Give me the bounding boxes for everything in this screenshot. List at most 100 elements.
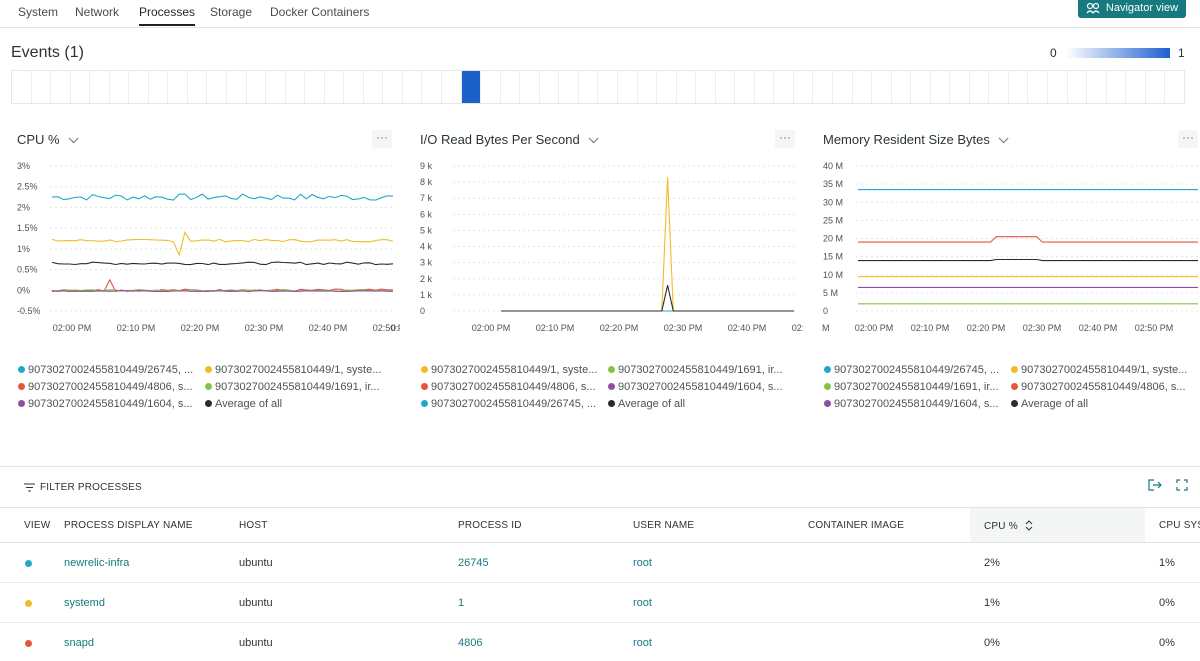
legend-item[interactable]: 9073027002455810449/26745, ...: [18, 364, 193, 376]
event-cell[interactable]: [970, 71, 990, 103]
event-cell[interactable]: [579, 71, 599, 103]
legend-item[interactable]: Average of all: [205, 398, 282, 410]
view-color-dot[interactable]: [25, 600, 32, 607]
legend-item[interactable]: 9073027002455810449/1691, ir...: [824, 381, 999, 393]
event-cell[interactable]: [149, 71, 169, 103]
legend-item[interactable]: 9073027002455810449/1604, s...: [18, 398, 193, 410]
tab-storage[interactable]: Storage: [210, 5, 253, 19]
legend-item[interactable]: 9073027002455810449/4806, s...: [1011, 381, 1186, 393]
event-cell[interactable]: [1048, 71, 1068, 103]
event-cell[interactable]: [520, 71, 540, 103]
event-cell[interactable]: [383, 71, 403, 103]
col-user-name[interactable]: USER NAME: [633, 520, 695, 531]
view-color-dot[interactable]: [25, 640, 32, 647]
event-cell[interactable]: [853, 71, 873, 103]
event-cell[interactable]: [794, 71, 814, 103]
event-cell[interactable]: [598, 71, 618, 103]
event-cell[interactable]: [188, 71, 208, 103]
event-cell[interactable]: [559, 71, 579, 103]
cpu-chart-title-dropdown[interactable]: CPU %: [17, 132, 79, 147]
event-cell[interactable]: [989, 71, 1009, 103]
event-cell[interactable]: [207, 71, 228, 103]
event-cell[interactable]: [227, 71, 247, 103]
event-cell[interactable]: [774, 71, 794, 103]
legend-item[interactable]: 9073027002455810449/1, syste...: [205, 364, 381, 376]
event-cell[interactable]: [325, 71, 345, 103]
process-id-link[interactable]: 26745: [458, 557, 489, 569]
event-cell[interactable]: [540, 71, 560, 103]
memory-chart-more-button[interactable]: ···: [1178, 130, 1198, 148]
event-cell[interactable]: [1068, 71, 1088, 103]
legend-item[interactable]: 9073027002455810449/1604, s...: [608, 381, 783, 393]
event-cell[interactable]: [501, 71, 521, 103]
event-cell[interactable]: [931, 71, 951, 103]
memory-chart-title-dropdown[interactable]: Memory Resident Size Bytes: [823, 132, 1009, 147]
col-process-id[interactable]: PROCESS ID: [458, 520, 522, 531]
process-name-link[interactable]: newrelic-infra: [64, 557, 130, 569]
process-id-link[interactable]: 4806: [458, 637, 483, 649]
col-cpu-sys[interactable]: CPU SYS: [1159, 520, 1200, 531]
event-cell[interactable]: [618, 71, 638, 103]
event-cell[interactable]: [168, 71, 188, 103]
table-row[interactable]: systemd ubuntu 1 root 1% 0%: [0, 583, 1200, 623]
event-cell-active[interactable]: [461, 71, 482, 103]
legend-item[interactable]: 9073027002455810449/26745, ...: [421, 398, 596, 410]
event-cell[interactable]: [344, 71, 364, 103]
legend-item[interactable]: 9073027002455810449/1691, ir...: [205, 381, 380, 393]
event-cell[interactable]: [442, 71, 462, 103]
event-cell[interactable]: [1009, 71, 1029, 103]
table-row[interactable]: newrelic-infra ubuntu 26745 root 2% 1%: [0, 543, 1200, 583]
event-cell[interactable]: [872, 71, 892, 103]
col-cpu-percent[interactable]: CPU %: [970, 508, 1145, 542]
event-cell[interactable]: [422, 71, 443, 103]
event-cell[interactable]: [110, 71, 130, 103]
tab-system[interactable]: System: [18, 5, 59, 19]
event-cell[interactable]: [12, 71, 32, 103]
event-cell[interactable]: [813, 71, 833, 103]
navigator-view-button[interactable]: Navigator view: [1078, 0, 1186, 18]
view-color-dot[interactable]: [25, 560, 32, 567]
tab-docker-containers[interactable]: Docker Containers: [270, 5, 370, 19]
col-host[interactable]: HOST: [239, 520, 268, 531]
event-cell[interactable]: [286, 71, 306, 103]
event-cell[interactable]: [735, 71, 755, 103]
event-cell[interactable]: [638, 71, 658, 103]
event-cell[interactable]: [755, 71, 775, 103]
event-cell[interactable]: [32, 71, 52, 103]
event-cell[interactable]: [833, 71, 853, 103]
event-cell[interactable]: [305, 71, 325, 103]
event-cell[interactable]: [1107, 71, 1127, 103]
event-cell[interactable]: [950, 71, 970, 103]
process-name-link[interactable]: systemd: [64, 597, 105, 609]
event-cell[interactable]: [481, 71, 501, 103]
legend-item[interactable]: Average of all: [608, 398, 685, 410]
event-cell[interactable]: [51, 71, 71, 103]
event-cell[interactable]: [71, 71, 91, 103]
col-process-name[interactable]: PROCESS DISPLAY NAME: [64, 520, 193, 531]
col-view[interactable]: VIEW: [24, 520, 51, 531]
legend-item[interactable]: 9073027002455810449/4806, s...: [421, 381, 596, 393]
tab-processes[interactable]: Processes: [139, 5, 196, 26]
event-cell[interactable]: [677, 71, 697, 103]
table-row[interactable]: snapd ubuntu 4806 root 0% 0%: [0, 623, 1200, 661]
event-cell[interactable]: [1146, 71, 1166, 103]
event-cell[interactable]: [129, 71, 149, 103]
io-chart-title-dropdown[interactable]: I/O Read Bytes Per Second: [420, 132, 599, 147]
event-cell[interactable]: [1126, 71, 1146, 103]
event-cell[interactable]: [90, 71, 110, 103]
event-cell[interactable]: [911, 71, 931, 103]
event-cell[interactable]: [266, 71, 286, 103]
events-heatmap[interactable]: [11, 70, 1185, 104]
event-cell[interactable]: [892, 71, 912, 103]
legend-item[interactable]: Average of all: [1011, 398, 1088, 410]
user-name-link[interactable]: root: [633, 557, 652, 569]
event-cell[interactable]: [716, 71, 736, 103]
event-cell[interactable]: [403, 71, 423, 103]
event-cell[interactable]: [1087, 71, 1107, 103]
fullscreen-icon[interactable]: [1176, 479, 1188, 491]
legend-item[interactable]: 9073027002455810449/1691, ir...: [608, 364, 783, 376]
filter-processes-button[interactable]: FILTER PROCESSES: [24, 482, 142, 493]
event-cell[interactable]: [657, 71, 677, 103]
legend-item[interactable]: 9073027002455810449/26745, ...: [824, 364, 999, 376]
tab-network[interactable]: Network: [75, 5, 120, 19]
